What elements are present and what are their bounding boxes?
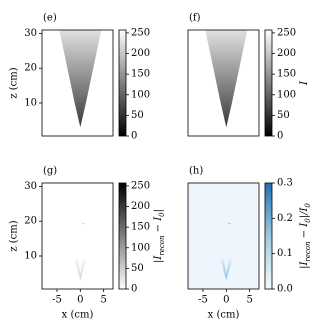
colorbar-tick-label: 200 bbox=[131, 48, 150, 59]
axes-frame bbox=[41, 29, 114, 137]
colorbar-label-part: − I bbox=[299, 222, 310, 242]
colorbar-label-part: |I bbox=[153, 255, 164, 263]
image-residual bbox=[220, 259, 233, 281]
colorbar-tick-label: 50 bbox=[131, 263, 144, 274]
colorbar-tick-label: 0.0 bbox=[277, 284, 293, 295]
axes-frame bbox=[41, 182, 114, 290]
colorbar-tick-label: 100 bbox=[131, 242, 150, 253]
colorbar-tick-label: 250 bbox=[131, 180, 150, 191]
colorbar-tick-label: 250 bbox=[131, 27, 150, 38]
colorbar-label-part: |/I bbox=[299, 207, 310, 219]
colorbar-label-part: I bbox=[299, 80, 310, 86]
colorbar-label-part: 0 bbox=[304, 203, 312, 208]
image-speck bbox=[227, 222, 232, 225]
colorbar-tick-label: 250 bbox=[277, 27, 296, 38]
x-axis-label: x (cm) bbox=[208, 310, 240, 321]
y-tick-label: 20 bbox=[24, 63, 37, 74]
colorbar-tick-label: 0 bbox=[131, 284, 137, 295]
colorbar-tick-label: 0 bbox=[277, 131, 283, 142]
x-tick-label: 0 bbox=[223, 295, 229, 306]
colorbar-label-part: 0 bbox=[158, 212, 166, 217]
y-tick-label: 10 bbox=[24, 250, 37, 261]
panel-label: (h) bbox=[189, 166, 203, 177]
y-axis-label: z (cm) bbox=[9, 220, 20, 251]
colorbar-tick-label: 200 bbox=[277, 48, 296, 59]
colorbar-label-part: |I bbox=[299, 261, 310, 269]
colorbar-tick-label: 200 bbox=[131, 201, 150, 212]
colorbar-tick-label: 0 bbox=[131, 131, 137, 142]
colorbar bbox=[118, 182, 127, 290]
colorbar-tick-label: 150 bbox=[277, 69, 296, 80]
y-tick-label: 20 bbox=[24, 216, 37, 227]
y-axis-label: z (cm) bbox=[9, 67, 20, 98]
image-background bbox=[42, 183, 113, 289]
axes-frame bbox=[187, 182, 260, 290]
colorbar-tick-label: 0.3 bbox=[277, 178, 293, 189]
colorbar-tick-label: 50 bbox=[131, 110, 144, 121]
image-plume bbox=[59, 30, 102, 128]
y-tick-label: 30 bbox=[24, 28, 37, 39]
colorbar-label-part: 0 bbox=[304, 218, 312, 223]
x-tick-label: 0 bbox=[77, 295, 83, 306]
colorbar-label-part: recon bbox=[158, 235, 166, 256]
x-tick-label: -5 bbox=[198, 295, 208, 306]
panel-label: (e) bbox=[43, 13, 57, 24]
panel-label: (g) bbox=[43, 166, 57, 177]
image-background bbox=[188, 183, 259, 289]
x-tick-label: 5 bbox=[246, 295, 252, 306]
colorbar-label: |Irecon − I0| bbox=[153, 209, 167, 263]
image-residual bbox=[74, 259, 87, 281]
x-tick-label: 5 bbox=[100, 295, 106, 306]
colorbar-tick-label: 0.1 bbox=[277, 248, 293, 259]
colorbar-tick-label: 100 bbox=[277, 89, 296, 100]
colorbar-tick-label: 150 bbox=[131, 69, 150, 80]
colorbar-label-part: − I bbox=[153, 216, 164, 236]
colorbar-tick-label: 150 bbox=[131, 222, 150, 233]
colorbar-tick-label: 50 bbox=[277, 110, 290, 121]
colorbar-tick-label: 100 bbox=[131, 89, 150, 100]
colorbar-label: |Irecon − I0|/I0 bbox=[299, 203, 313, 269]
colorbar-label-part: | bbox=[153, 209, 164, 212]
panel-label: (f) bbox=[189, 13, 201, 24]
image-plume bbox=[205, 30, 248, 128]
image-speck bbox=[81, 222, 86, 225]
y-tick-label: 30 bbox=[24, 181, 37, 192]
y-tick-label: 10 bbox=[24, 97, 37, 108]
colorbar bbox=[118, 29, 127, 137]
colorbar bbox=[264, 29, 273, 137]
colorbar-label: I bbox=[299, 80, 310, 86]
x-tick-label: -5 bbox=[52, 295, 62, 306]
axes-frame bbox=[187, 29, 260, 137]
colorbar-tick-label: 0.2 bbox=[277, 213, 293, 224]
colorbar bbox=[264, 182, 273, 290]
colorbar-label-part: recon bbox=[304, 241, 312, 262]
x-axis-label: x (cm) bbox=[62, 310, 94, 321]
